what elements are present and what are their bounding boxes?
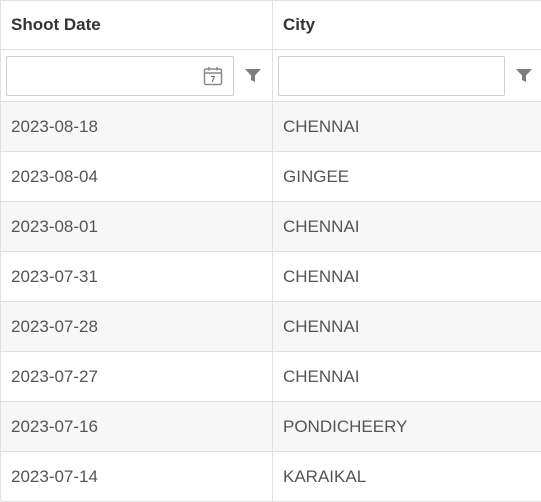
column-header-city[interactable]: City [273, 1, 541, 49]
calendar-icon-day: 7 [211, 75, 216, 84]
city-cell: CHENNAI [283, 316, 360, 336]
city-filter-field[interactable] [278, 55, 505, 96]
city-cell: CHENNAI [283, 216, 360, 236]
city-cell: GINGEE [283, 166, 350, 186]
city-cell: CHENNAI [283, 116, 360, 136]
table-row[interactable]: 2023-08-18 CHENNAI [1, 102, 541, 152]
table-row[interactable]: 2023-08-04 GINGEE [1, 152, 541, 202]
calendar-icon[interactable]: 7 [203, 66, 223, 86]
shoot-date-cell: 2023-07-31 [1, 252, 273, 301]
filter-row: 7 [1, 50, 541, 102]
column-header-label: Shoot Date [11, 15, 101, 34]
table-row[interactable]: 2023-07-28 CHENNAI [1, 302, 541, 352]
city-cell: CHENNAI [283, 266, 360, 286]
shoot-date-filter-field[interactable]: 7 [6, 55, 234, 96]
shoot-date-cell: 2023-08-04 [1, 152, 273, 201]
filter-icon[interactable] [513, 65, 535, 87]
table-row[interactable]: 2023-07-31 CHENNAI [1, 252, 541, 302]
filter-cell-city [273, 50, 541, 101]
city-cell: PONDICHEERY [283, 416, 408, 436]
shoot-date-cell: 2023-07-27 [1, 352, 273, 401]
city-cell: CHENNAI [283, 366, 360, 386]
city-filter-input[interactable] [279, 56, 504, 95]
shoot-date-filter-input[interactable] [7, 56, 233, 95]
table-row[interactable]: 2023-07-14 KARAIKAL [1, 452, 541, 502]
table-row[interactable]: 2023-07-27 CHENNAI [1, 352, 541, 402]
column-header-shoot-date[interactable]: Shoot Date [1, 1, 273, 49]
table-row[interactable]: 2023-07-16 PONDICHEERY [1, 402, 541, 452]
filter-cell-shoot-date: 7 [1, 50, 273, 101]
shoot-date-cell: 2023-07-16 [1, 402, 273, 451]
shoot-date-cell: 2023-07-28 [1, 302, 273, 351]
shoot-date-cell: 2023-07-14 [1, 452, 273, 501]
table-row[interactable]: 2023-08-01 CHENNAI [1, 202, 541, 252]
shoot-date-cell: 2023-08-18 [1, 102, 273, 151]
shoot-date-cell: 2023-08-01 [1, 202, 273, 251]
city-cell: KARAIKAL [283, 466, 367, 486]
header-row: Shoot Date City [1, 1, 541, 50]
filter-icon[interactable] [242, 65, 264, 87]
column-header-label: City [283, 15, 316, 34]
